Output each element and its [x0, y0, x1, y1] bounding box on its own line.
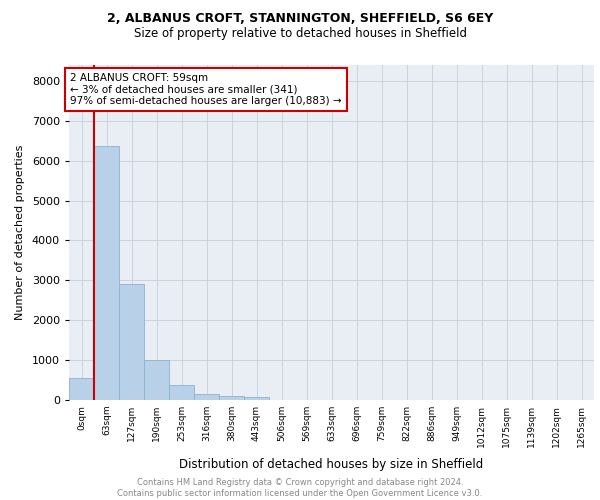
- Bar: [144, 360, 169, 400]
- Bar: [94, 146, 119, 400]
- Bar: [119, 284, 144, 400]
- Text: Size of property relative to detached houses in Sheffield: Size of property relative to detached ho…: [133, 28, 467, 40]
- Bar: [69, 378, 94, 400]
- Bar: [219, 396, 244, 400]
- X-axis label: Distribution of detached houses by size in Sheffield: Distribution of detached houses by size …: [179, 458, 484, 471]
- Text: 2, ALBANUS CROFT, STANNINGTON, SHEFFIELD, S6 6EY: 2, ALBANUS CROFT, STANNINGTON, SHEFFIELD…: [107, 12, 493, 26]
- Text: Contains HM Land Registry data © Crown copyright and database right 2024.
Contai: Contains HM Land Registry data © Crown c…: [118, 478, 482, 498]
- Text: 2 ALBANUS CROFT: 59sqm
← 3% of detached houses are smaller (341)
97% of semi-det: 2 ALBANUS CROFT: 59sqm ← 3% of detached …: [70, 73, 342, 106]
- Bar: [194, 394, 219, 400]
- Bar: [169, 385, 194, 400]
- Y-axis label: Number of detached properties: Number of detached properties: [15, 145, 25, 320]
- Bar: [244, 397, 269, 400]
